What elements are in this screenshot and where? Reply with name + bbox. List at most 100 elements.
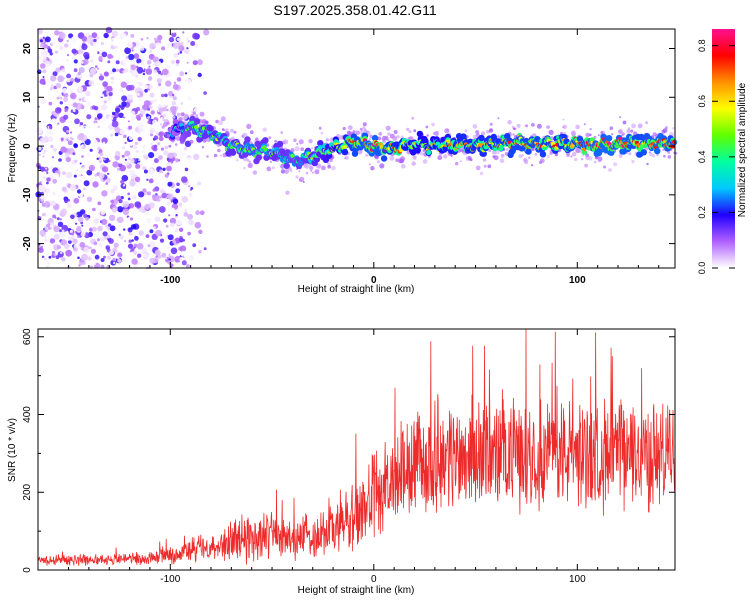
- snr-x-tick-label: -100: [160, 574, 180, 585]
- noise-speck: [175, 62, 180, 67]
- noise-speck: [116, 227, 119, 231]
- noise-speck: [103, 158, 106, 161]
- track-halo-speck: [386, 138, 390, 141]
- noise-speck: [48, 263, 52, 268]
- noise-speck: [46, 177, 51, 182]
- noise-speck: [115, 68, 120, 73]
- snr-y-tick-label: 200: [22, 483, 33, 500]
- noise-speck: [128, 135, 134, 141]
- noise-speck: [124, 141, 127, 145]
- noise-speck: [57, 198, 63, 204]
- noise-speck: [149, 92, 155, 98]
- noise-speck: [78, 86, 84, 92]
- snr-panel: -100 0 100 0 200 400 600 Height of straight li…: [7, 328, 676, 596]
- noise-speck: [158, 155, 163, 160]
- track-halo-speck: [400, 135, 404, 139]
- track-halo-speck: [437, 155, 443, 161]
- noise-speck: [127, 197, 131, 201]
- signal-mark: [422, 138, 429, 145]
- noise-speck: [185, 157, 192, 165]
- noise-speck: [40, 97, 47, 105]
- noise-speck: [105, 224, 109, 228]
- track-halo-speck: [318, 126, 322, 130]
- heatmap-y-tick-label: 10: [22, 91, 33, 103]
- noise-speck: [155, 229, 162, 237]
- track-halo-speck: [280, 169, 286, 174]
- track-halo-speck: [425, 125, 429, 129]
- noise-speck: [190, 41, 196, 46]
- track-halo-speck: [489, 122, 493, 126]
- noise-speck: [187, 213, 194, 220]
- noise-speck: [48, 193, 54, 199]
- noise-speck: [134, 201, 141, 208]
- noise-speck: [110, 75, 116, 81]
- noise-speck: [93, 218, 100, 225]
- noise-speck: [83, 187, 86, 190]
- track-halo-speck: [444, 128, 450, 134]
- track-halo-speck: [562, 118, 565, 121]
- noise-speck: [127, 94, 133, 101]
- noise-speck: [97, 225, 103, 232]
- track-halo-speck: [230, 128, 234, 133]
- noise-speck: [65, 171, 73, 179]
- colorbar: 0.0 0.2 0.4 0.6 0.8 Normalized spectral ampl…: [697, 29, 748, 274]
- noise-speck: [82, 133, 85, 136]
- noise-speck: [192, 243, 197, 248]
- track-halo-speck: [189, 139, 194, 144]
- noise-speck: [46, 181, 49, 185]
- track-halo-speck: [672, 127, 675, 130]
- noise-speck: [175, 188, 181, 194]
- noise-speck: [77, 134, 84, 141]
- noise-speck: [178, 211, 182, 215]
- noise-speck: [176, 182, 180, 187]
- noise-speck: [166, 165, 172, 172]
- noise-speck: [114, 126, 120, 133]
- track-halo-speck: [290, 169, 293, 173]
- track-halo-speck: [524, 124, 529, 128]
- noise-speck: [62, 77, 66, 80]
- noise-speck: [57, 122, 60, 125]
- track-halo-speck: [246, 123, 252, 129]
- track-halo-speck: [581, 154, 585, 157]
- noise-speck: [118, 259, 122, 263]
- noise-speck: [154, 249, 161, 256]
- noise-speck: [42, 69, 47, 74]
- heatmap-y-tick-label: -20: [22, 236, 33, 251]
- track-halo-speck: [536, 123, 542, 129]
- noise-speck: [59, 218, 62, 221]
- noise-speck: [78, 216, 84, 223]
- noise-speck: [145, 234, 150, 239]
- noise-speck: [66, 73, 72, 79]
- noise-speck: [87, 256, 92, 261]
- track-halo-speck: [513, 127, 517, 131]
- noise-speck: [149, 43, 156, 50]
- noise-speck: [80, 117, 86, 123]
- track-halo-speck: [574, 157, 578, 162]
- noise-speck: [136, 58, 142, 64]
- noise-speck: [79, 121, 84, 126]
- signal-mark: [341, 148, 349, 156]
- noise-speck: [195, 114, 198, 117]
- track-halo-speck: [377, 136, 382, 141]
- track-halo-speck: [262, 127, 267, 132]
- noise-speck: [108, 214, 116, 221]
- noise-speck: [44, 188, 50, 194]
- noise-speck: [167, 260, 172, 265]
- noise-speck: [44, 238, 48, 243]
- noise-speck: [99, 99, 103, 103]
- snr-y-label: SNR (10 * v/v): [7, 418, 18, 482]
- noise-speck: [142, 144, 146, 149]
- noise-speck: [158, 206, 166, 213]
- noise-speck: [157, 142, 161, 146]
- noise-speck: [110, 199, 115, 204]
- noise-speck: [168, 214, 171, 217]
- noise-speck: [134, 236, 139, 241]
- noise-speck: [130, 224, 137, 230]
- noise-speck: [43, 60, 50, 66]
- track-halo-speck: [331, 165, 336, 171]
- noise-speck: [64, 243, 70, 249]
- noise-speck: [127, 192, 131, 196]
- noise-speck: [78, 98, 82, 101]
- track-halo-speck: [663, 154, 666, 158]
- track-halo-speck: [268, 136, 272, 140]
